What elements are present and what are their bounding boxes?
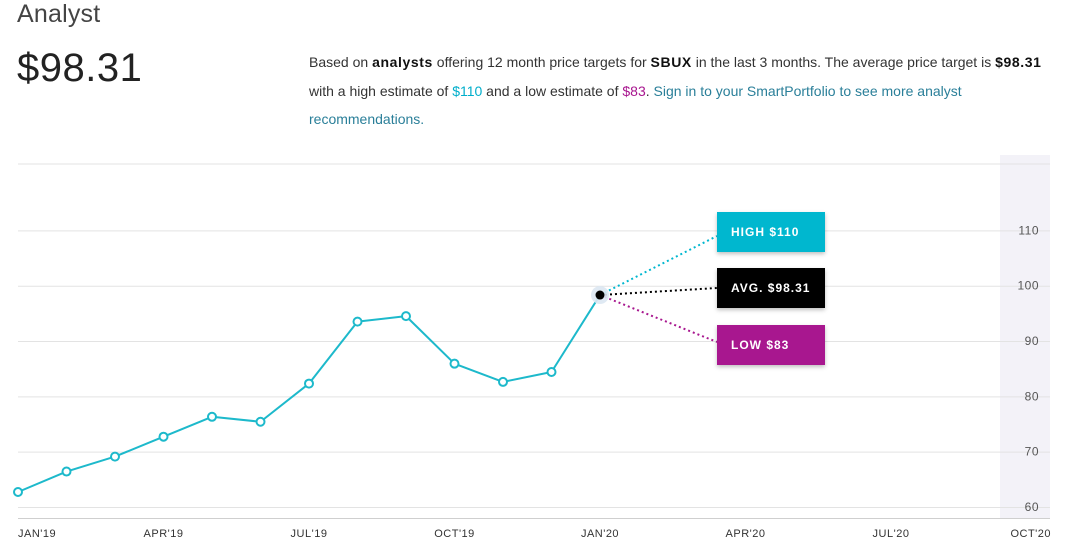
average-estimate-label: AVG. $98.31: [717, 268, 825, 308]
desc-low: $83: [622, 82, 646, 99]
price-point: [304, 378, 314, 389]
x-tick-label: JUL'19: [291, 528, 328, 540]
high-forecast-line: [599, 235, 718, 296]
desc-text-5: and a low estimate of: [482, 82, 623, 99]
price-point: [110, 451, 120, 462]
page-title: Analyst: [17, 0, 101, 28]
forecast-band: [1000, 155, 1050, 518]
sign-in-link[interactable]: Sign in to your SmartPortfolio to see mo…: [309, 82, 962, 128]
x-tick-label: APR'20: [726, 528, 766, 540]
desc-text-4: with a high estimate of: [309, 82, 453, 99]
price-point: [546, 366, 557, 377]
average-price-target: $98.31: [17, 46, 143, 90]
y-tick-label: 60: [1025, 500, 1039, 514]
y-tick-label: 70: [1025, 445, 1039, 459]
high-estimate-label: HIGH $110: [717, 212, 825, 252]
x-tick-label: JAN'20: [581, 528, 619, 540]
desc-avg: $98.31: [995, 54, 1042, 70]
desc-high: $110: [452, 82, 483, 99]
low-estimate-label: LOW $83: [717, 325, 825, 365]
desc-text-2: offering 12 month price targets for: [432, 54, 651, 70]
desc-analysts: analysts: [372, 54, 433, 70]
price-point: [13, 487, 23, 498]
x-tick-label: JUL'20: [873, 528, 910, 540]
y-tick-label: 110: [1018, 223, 1039, 237]
price-point: [255, 416, 266, 427]
price-point: [61, 466, 72, 477]
y-tick-label: 100: [1017, 279, 1039, 293]
desc-text-1: Based on: [309, 54, 373, 70]
x-tick-label: JAN'19: [18, 528, 56, 540]
y-tick-label: 90: [1025, 334, 1039, 348]
desc-text-3: in the last 3 months. The average price …: [691, 54, 996, 70]
analyst-description: Based on analysts offering 12 month pric…: [309, 48, 1049, 134]
price-point: [158, 431, 169, 442]
price-point: [352, 316, 363, 327]
price-point: [498, 376, 508, 387]
y-tick-label: 80: [1025, 389, 1039, 403]
x-tick-label: APR'19: [144, 528, 184, 540]
desc-text-6: .: [645, 82, 654, 99]
current-point: [595, 290, 605, 300]
avg-forecast-line: [599, 287, 718, 297]
low-forecast-line: [599, 294, 718, 343]
x-tick-label: OCT'20: [1010, 528, 1051, 540]
price-point: [401, 311, 411, 322]
x-tick-label: OCT'19: [434, 528, 475, 540]
desc-ticker: SBUX: [650, 54, 692, 70]
price-point: [207, 411, 217, 422]
price-line: [17, 294, 601, 493]
price-point: [449, 358, 460, 369]
